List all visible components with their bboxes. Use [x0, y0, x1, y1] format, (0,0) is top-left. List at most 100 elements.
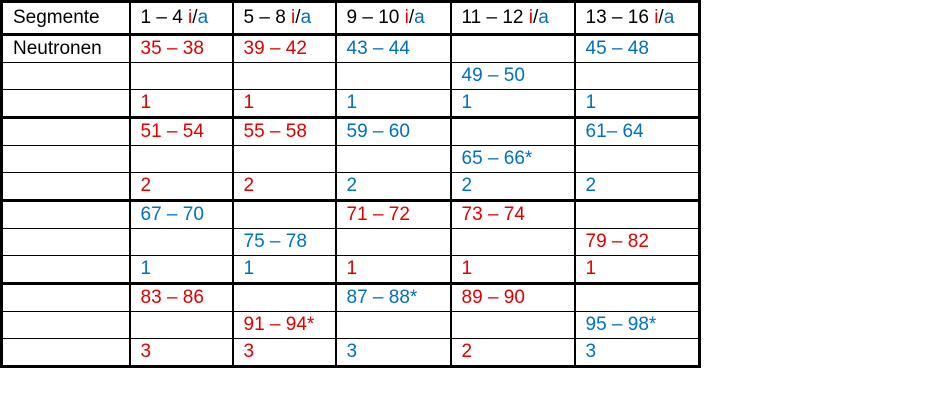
table-cell: 45 – 48	[573, 34, 701, 63]
table-cell: 1	[231, 255, 337, 285]
table-cell: 2	[573, 172, 701, 202]
cell-text: 79 – 82	[585, 231, 649, 252]
table-cell	[449, 228, 576, 256]
cell-text: 2	[585, 175, 597, 196]
table-cell	[334, 62, 452, 90]
table-cell: 3	[573, 338, 701, 368]
table-cell: 73 – 74	[449, 200, 576, 229]
table-cell	[573, 200, 701, 229]
table-cell: 1	[573, 89, 701, 119]
cell-text: 2	[346, 175, 358, 196]
cell-text: 43 – 44	[346, 38, 410, 59]
table-row: 1 1 1 1 1	[0, 255, 701, 285]
row-label	[0, 283, 131, 312]
cell-text: 89 – 90	[461, 287, 525, 308]
cell-text: 2	[243, 175, 255, 196]
cell-text: 95 – 98*	[585, 314, 657, 335]
table-cell: 79 – 82	[573, 228, 701, 256]
cell-text: 71 – 72	[346, 204, 410, 225]
header-cell: 9 – 10 i/a	[334, 1, 452, 36]
table-cell: 1	[231, 89, 337, 119]
table-cell	[231, 62, 337, 90]
separator: /	[295, 7, 301, 28]
cell-text: 35 – 38	[140, 38, 204, 59]
table-cell	[231, 283, 337, 312]
i-label: i	[404, 7, 409, 28]
separator: /	[658, 7, 664, 28]
cell-text: 1	[346, 258, 358, 279]
range-label: 13 – 16	[585, 7, 649, 28]
table-cell: 2	[334, 172, 452, 202]
cell-text: 3	[140, 341, 152, 362]
cell-text: 55 – 58	[243, 121, 307, 142]
table-cell: 2	[449, 172, 576, 202]
row-label	[0, 172, 131, 202]
row-label	[0, 338, 131, 368]
row-label: Neutronen	[0, 34, 131, 63]
header-cell: 1 – 4 i/a	[128, 1, 234, 36]
table-cell: 83 – 86	[128, 283, 234, 312]
cell-text: 67 – 70	[140, 204, 204, 225]
cell-text: 3	[585, 341, 597, 362]
cell-text: 2	[140, 175, 152, 196]
table-row: 67 – 70 71 – 72 73 – 74	[0, 200, 701, 229]
table-cell	[128, 145, 234, 173]
table-cell	[573, 145, 701, 173]
row-label-text: Neutronen	[13, 38, 102, 59]
table-cell: 1	[449, 255, 576, 285]
a-label: a	[538, 7, 549, 28]
cell-text: 1	[585, 258, 597, 279]
i-label: i	[528, 7, 533, 28]
cell-text: 73 – 74	[461, 204, 525, 225]
table-cell	[231, 200, 337, 229]
cell-text: 75 – 78	[243, 231, 307, 252]
table-cell: 1	[334, 89, 452, 119]
table-cell: 2	[449, 338, 576, 368]
table-cell: 67 – 70	[128, 200, 234, 229]
row-label	[0, 228, 131, 256]
table-cell: 95 – 98*	[573, 311, 701, 339]
cell-text: 39 – 42	[243, 38, 307, 59]
header-text: Segmente	[13, 7, 100, 28]
row-label	[0, 200, 131, 229]
table-cell: 71 – 72	[334, 200, 452, 229]
table-cell	[334, 145, 452, 173]
cell-text: 91 – 94*	[243, 314, 315, 335]
cell-text: 1	[346, 92, 358, 113]
cell-text: 51 – 54	[140, 121, 204, 142]
table-row: 3 3 3 2 3	[0, 338, 701, 368]
table-cell	[128, 311, 234, 339]
cell-text: 1	[461, 258, 473, 279]
a-label: a	[414, 7, 425, 28]
row-label	[0, 62, 131, 90]
table-cell	[128, 62, 234, 90]
table-cell	[128, 228, 234, 256]
table-cell: 3	[231, 338, 337, 368]
table-row: 51 – 54 55 – 58 59 – 60 61– 64	[0, 117, 701, 146]
table-cell: 2	[128, 172, 234, 202]
table-cell: 1	[573, 255, 701, 285]
i-label: i	[188, 7, 193, 28]
range-label: 1 – 4	[140, 7, 183, 28]
table-cell: 1	[449, 89, 576, 119]
separator: /	[533, 7, 539, 28]
cell-text: 45 – 48	[585, 38, 649, 59]
table-cell	[449, 117, 576, 146]
header-cell: 11 – 12 i/a	[449, 1, 576, 36]
cell-text: 3	[346, 341, 358, 362]
table-cell: 39 – 42	[231, 34, 337, 63]
row-label	[0, 145, 131, 173]
table-cell: 1	[128, 89, 234, 119]
cell-text: 2	[461, 341, 473, 362]
header-cell: 5 – 8 i/a	[231, 1, 337, 36]
i-label: i	[654, 7, 659, 28]
table-row: 91 – 94* 95 – 98*	[0, 311, 701, 339]
separator: /	[192, 7, 198, 28]
row-label	[0, 117, 131, 146]
table-cell: 59 – 60	[334, 117, 452, 146]
cell-text: 1	[140, 258, 152, 279]
cell-text: 1	[585, 92, 597, 113]
table-cell: 75 – 78	[231, 228, 337, 256]
cell-text: 83 – 86	[140, 287, 204, 308]
